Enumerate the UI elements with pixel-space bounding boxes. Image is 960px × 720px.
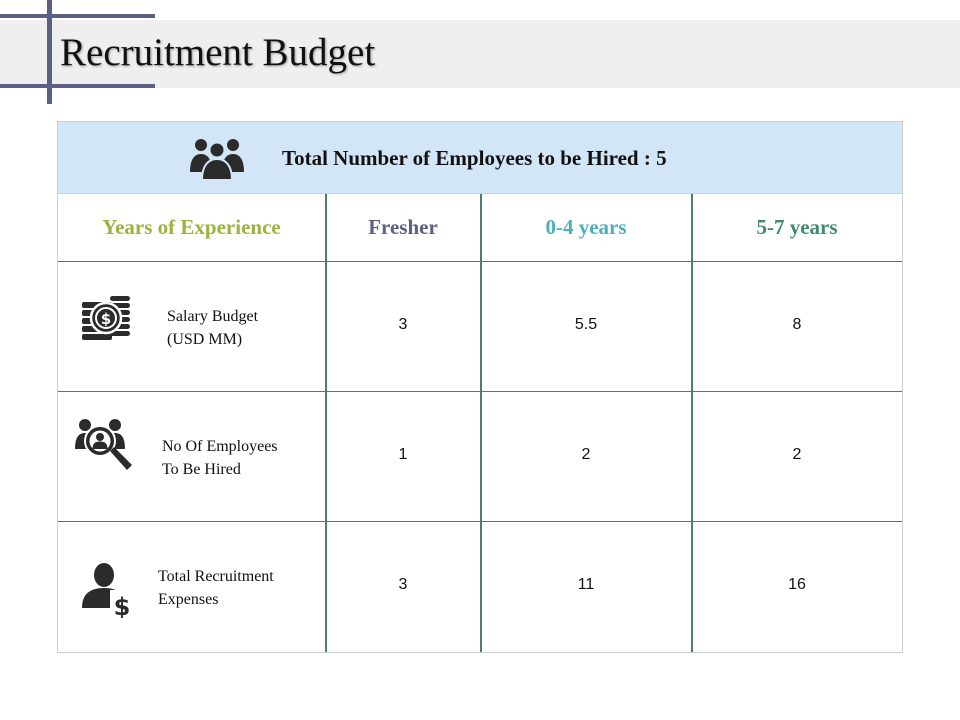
grid-line <box>58 391 902 392</box>
cell-employees-5-7: 2 <box>792 446 802 463</box>
banner-title: Total Number of Employees to be Hired : … <box>282 146 667 170</box>
table-banner: Total Number of Employees to be Hired : … <box>58 122 902 194</box>
row-label-total-recruitment: Total Recruitment Expenses <box>158 565 274 611</box>
cell-salary-5-7: 8 <box>792 316 802 333</box>
employee-search-icon <box>75 419 132 470</box>
header-years-of-experience: Years of Experience <box>102 215 281 239</box>
cell-expenses-fresher: 3 <box>398 576 408 593</box>
row-label-salary-budget: Salary Budget (USD MM) <box>167 305 258 351</box>
page-title: Recruitment Budget <box>60 31 376 74</box>
row-label-line: To Be Hired <box>162 461 241 478</box>
title-band <box>0 20 960 88</box>
svg-text:$: $ <box>114 593 131 618</box>
grid-line <box>58 261 902 262</box>
header-5-7-years: 5-7 years <box>756 215 838 239</box>
header-0-4-years: 0-4 years <box>545 215 627 239</box>
group-icon <box>190 139 244 180</box>
row-label-line: Salary Budget <box>167 308 259 325</box>
cell-expenses-0-4: 11 <box>577 576 595 593</box>
cell-salary-0-4: 5.5 <box>574 316 598 333</box>
recruitment-budget-table: Total Number of Employees to be Hired : … <box>57 121 903 653</box>
cell-employees-0-4: 2 <box>581 446 591 463</box>
row-label-line: Expenses <box>158 591 219 608</box>
title-decoration-vertical <box>47 0 52 104</box>
grid-line <box>691 194 693 652</box>
cell-expenses-5-7: 16 <box>788 576 806 593</box>
grid-line <box>480 194 482 652</box>
cell-salary-fresher: 3 <box>398 316 408 333</box>
header-fresher: Fresher <box>368 215 438 239</box>
svg-text:$: $ <box>101 310 111 328</box>
title-decoration-bottom <box>0 84 155 88</box>
grid-line <box>58 521 902 522</box>
row-label-line: (USD MM) <box>167 331 243 348</box>
person-dollar-icon: $ <box>82 563 132 618</box>
row-label-no-of-employees: No Of Employees To Be Hired <box>162 435 278 481</box>
title-decoration-top <box>0 14 155 18</box>
row-label-line: Total Recruitment <box>158 568 274 585</box>
grid-line <box>325 194 327 652</box>
cell-employees-fresher: 1 <box>398 446 408 463</box>
money-coins-icon: $ <box>82 296 130 340</box>
row-label-line: No Of Employees <box>162 438 278 455</box>
